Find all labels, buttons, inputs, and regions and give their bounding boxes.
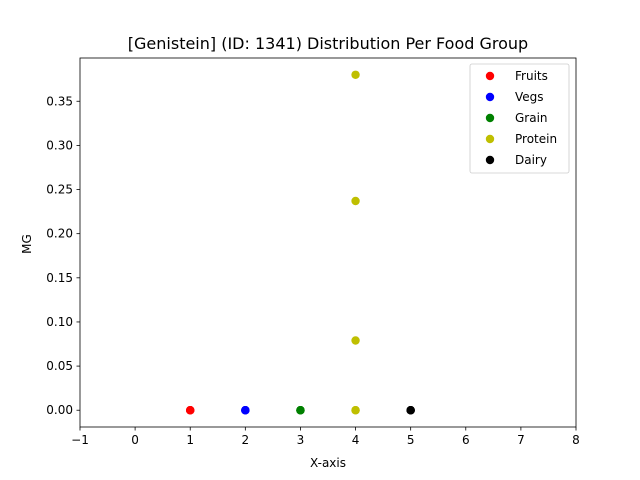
legend: Fruits Vegs Grain Protein Dairy <box>469 63 570 174</box>
data-point-protein <box>351 406 360 415</box>
chart-title: [Genistein] (ID: 1341) Distribution Per … <box>128 34 528 53</box>
y-axis-label: MG <box>20 234 34 254</box>
y-tick-label: 0.10 <box>46 315 73 329</box>
legend-marker-grain <box>485 113 495 123</box>
legend-marker-fruits <box>485 71 495 81</box>
y-tick-label: 0.30 <box>46 138 73 152</box>
x-tick-label: 5 <box>407 433 415 447</box>
y-tick-label: 0.05 <box>46 359 73 373</box>
x-tick-label: −1 <box>71 433 89 447</box>
x-tick-label: 0 <box>131 433 139 447</box>
legend-marker-protein <box>485 134 495 144</box>
y-tick-label: 0.15 <box>46 271 73 285</box>
x-axis-label: X-axis <box>310 456 346 470</box>
data-point-protein <box>351 196 360 206</box>
x-tick-label: 6 <box>462 433 470 447</box>
legend-label-protein: Protein <box>515 132 557 146</box>
x-tick-label: 4 <box>352 433 360 447</box>
legend-marker-dairy <box>485 155 495 165</box>
axes-frame <box>79 57 577 428</box>
data-point-vegs <box>241 406 250 415</box>
data-point-dairy <box>406 406 415 415</box>
x-tick-label: 3 <box>297 433 305 447</box>
legend-label-fruits: Fruits <box>515 69 548 83</box>
data-point-fruits <box>186 406 195 415</box>
data-point-grain <box>296 406 305 415</box>
legend-label-vegs: Vegs <box>515 90 544 104</box>
plot-area: −1 0 1 2 3 4 5 6 7 8 0.00 0.05 0.10 0.15 0.20 0.25 0.30 0… <box>46 57 580 447</box>
y-tick-label: 0.25 <box>46 183 73 197</box>
legend-marker-vegs <box>485 92 495 102</box>
x-tick-label: 7 <box>517 433 525 447</box>
y-tick-label: 0.00 <box>46 403 73 417</box>
x-tick-label: 2 <box>242 433 250 447</box>
legend-label-dairy: Dairy <box>515 153 547 167</box>
y-tick-label: 0.20 <box>46 227 73 241</box>
legend-label-grain: Grain <box>515 111 548 125</box>
x-tick-label: 1 <box>186 433 194 447</box>
data-point-protein <box>351 70 360 79</box>
data-point-protein <box>351 336 360 345</box>
y-tick-label: 0.35 <box>46 94 73 108</box>
x-tick-label: 8 <box>572 433 580 447</box>
legend-box <box>469 63 570 174</box>
